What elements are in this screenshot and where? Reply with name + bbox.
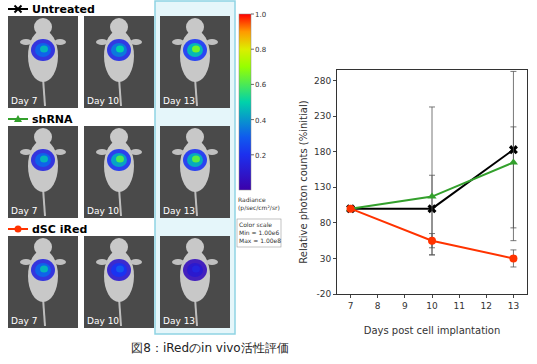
svg-text:Day 10: Day 10 bbox=[87, 206, 119, 216]
svg-text:Untreated: Untreated bbox=[32, 3, 95, 16]
svg-text:10: 10 bbox=[426, 301, 438, 311]
svg-text:Max = 1.00e8: Max = 1.00e8 bbox=[239, 237, 281, 244]
svg-text:dSC iRed: dSC iRed bbox=[32, 223, 87, 236]
svg-text:Day 10: Day 10 bbox=[87, 316, 119, 326]
svg-text:Day 7: Day 7 bbox=[11, 316, 37, 326]
svg-text:0.2: 0.2 bbox=[255, 152, 266, 160]
svg-text:0.6: 0.6 bbox=[255, 81, 267, 89]
svg-text:80: 80 bbox=[320, 218, 332, 228]
svg-text:230: 230 bbox=[314, 111, 331, 121]
svg-text:11: 11 bbox=[453, 301, 464, 311]
svg-text:Day 13: Day 13 bbox=[163, 206, 195, 216]
svg-text:Days post cell implantation: Days post cell implantation bbox=[364, 325, 501, 336]
svg-text:0.4: 0.4 bbox=[255, 117, 267, 125]
svg-text:Color scale: Color scale bbox=[239, 221, 272, 228]
svg-text:13: 13 bbox=[508, 301, 519, 311]
html-text:図8：iRedのin vivo活性評価: 図8：iRedのin vivo活性評価 bbox=[131, 341, 289, 355]
svg-text:12: 12 bbox=[481, 301, 492, 311]
svg-text:180: 180 bbox=[314, 147, 331, 157]
svg-text:-20: -20 bbox=[316, 289, 331, 299]
svg-text:(p/sec/cm²/sr): (p/sec/cm²/sr) bbox=[238, 204, 280, 212]
svg-text:7: 7 bbox=[348, 301, 354, 311]
svg-text:9: 9 bbox=[402, 301, 408, 311]
svg-text:Day 10: Day 10 bbox=[87, 96, 119, 106]
svg-text:Day 7: Day 7 bbox=[11, 96, 37, 106]
svg-text:1.0: 1.0 bbox=[255, 11, 266, 19]
svg-text:Radiance: Radiance bbox=[238, 196, 266, 203]
svg-text:Min = 1.00e6: Min = 1.00e6 bbox=[239, 229, 280, 236]
svg-text:30: 30 bbox=[320, 254, 332, 264]
svg-text:shRNA: shRNA bbox=[32, 113, 73, 126]
svg-text:8: 8 bbox=[375, 301, 381, 311]
svg-text:Day 7: Day 7 bbox=[11, 206, 37, 216]
svg-text:0.8: 0.8 bbox=[255, 46, 266, 54]
svg-text:130: 130 bbox=[314, 182, 331, 192]
svg-text:Day 13: Day 13 bbox=[163, 96, 195, 106]
svg-text:Relative photon counts (%initi: Relative photon counts (%initial) bbox=[298, 100, 309, 263]
svg-text:280: 280 bbox=[314, 76, 331, 86]
svg-text:Day 13: Day 13 bbox=[163, 316, 195, 326]
